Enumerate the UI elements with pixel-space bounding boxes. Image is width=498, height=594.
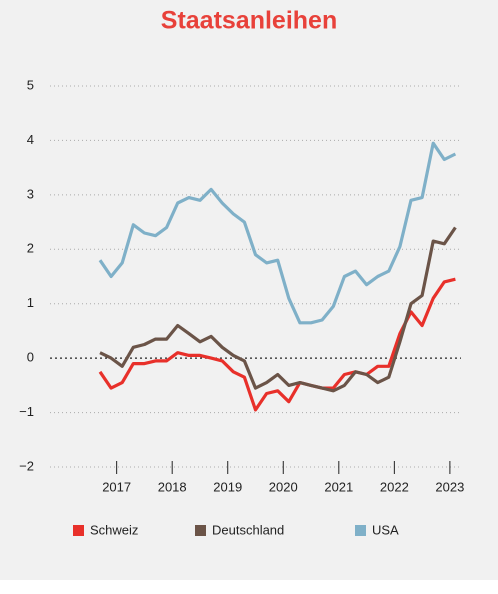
y-tick-label: 2 [27,241,34,256]
background [0,0,498,580]
x-tick-label: 2022 [380,479,409,494]
x-tick-label: 2017 [102,479,131,494]
x-tick-label: 2019 [213,479,242,494]
y-tick-label: 4 [27,132,34,147]
legend-swatch [195,525,206,536]
x-tick-label: 2021 [324,479,353,494]
legend-label: USA [372,522,399,537]
legend-swatch [355,525,366,536]
y-tick-label: −1 [19,404,34,419]
x-tick-label: 2020 [269,479,298,494]
legend-label: Deutschland [212,522,284,537]
x-tick-label: 2023 [435,479,464,494]
series-line [99,226,457,393]
y-tick-label: −2 [19,458,34,473]
chart-title: Staatsanleihen [161,7,337,35]
y-tick-label: 1 [27,295,34,310]
legend-label: Schweiz [90,522,138,537]
legend-swatch [73,525,84,536]
series-line [98,141,457,325]
y-tick-label: 3 [27,186,34,201]
x-tick-label: 2018 [158,479,187,494]
y-tick-label: 5 [27,77,34,92]
series-line [98,277,456,412]
y-tick-label: 0 [27,350,34,365]
